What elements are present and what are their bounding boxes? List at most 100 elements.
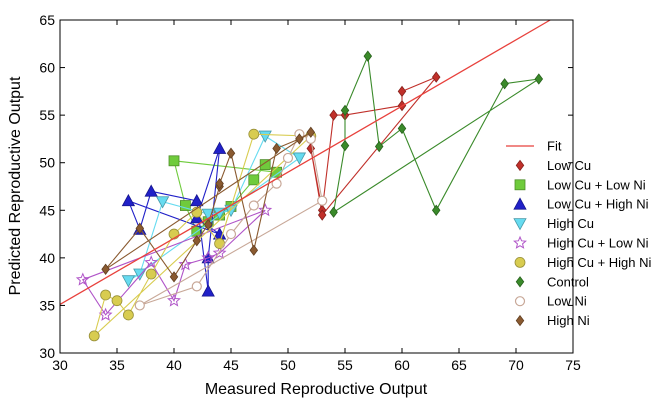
x-tick-label: 50 (280, 357, 296, 373)
x-tick-label: 30 (52, 357, 68, 373)
data-point (226, 147, 236, 159)
series-outline (139, 133, 323, 306)
series-layer (75, 50, 544, 342)
data-point (122, 309, 134, 321)
legend-item: Control (515, 274, 589, 289)
data-point (329, 206, 338, 218)
y-tick-label: 65 (39, 12, 55, 28)
data-point (192, 235, 202, 247)
data-point (534, 73, 544, 85)
y-tick-label: 50 (39, 155, 55, 171)
data-point (431, 71, 441, 83)
data-point (329, 109, 338, 121)
data-point (191, 281, 202, 292)
data-point (249, 244, 259, 256)
data-point (203, 218, 213, 231)
data-point (121, 275, 136, 288)
data-point (215, 177, 224, 190)
x-tick-label: 70 (508, 357, 524, 373)
data-point (98, 307, 113, 321)
y-tick-label: 55 (39, 107, 55, 123)
x-tick-label: 35 (109, 357, 125, 373)
data-point (248, 128, 260, 140)
legend-item: High Cu + High Ni (514, 255, 652, 270)
data-point (168, 155, 180, 167)
legend-item: High Cu (513, 216, 594, 231)
data-point (178, 257, 193, 271)
x-tick-label: 40 (166, 357, 182, 373)
legend-marker (513, 218, 527, 231)
legend-marker (515, 159, 525, 172)
legend-label: Low Cu (547, 158, 591, 173)
data-point (212, 245, 227, 260)
data-point (500, 78, 509, 90)
data-point (167, 293, 181, 307)
legend-label: Low Cu + Low Ni (547, 177, 646, 192)
data-point (201, 250, 216, 264)
legend-marker (514, 256, 526, 268)
y-tick-label: 45 (39, 202, 55, 218)
y-tick-label: 30 (39, 345, 55, 361)
data-point (374, 140, 384, 153)
x-axis-ticks: 30 35 40 45 50 55 60 65 70 75 (52, 20, 581, 373)
data-point (88, 330, 100, 342)
legend-item: Low Cu + High Ni (513, 197, 649, 212)
x-tick-label: 75 (565, 357, 581, 373)
data-point (431, 204, 441, 216)
x-tick-label: 55 (337, 357, 353, 373)
legend-label: Low Cu + High Ni (547, 197, 649, 212)
data-point (135, 222, 145, 235)
data-point (169, 271, 179, 283)
legend-marker (514, 179, 526, 191)
legend-marker (513, 197, 527, 210)
data-point (340, 104, 350, 117)
x-tick-label: 65 (451, 357, 467, 373)
data-point (121, 193, 136, 207)
data-point (179, 200, 191, 211)
legend-label: High Ni (547, 313, 590, 328)
y-tick-label: 60 (39, 60, 55, 76)
data-point (75, 272, 90, 286)
series-6 (329, 50, 544, 218)
data-point (100, 289, 111, 301)
data-point (248, 174, 260, 186)
series-5 (88, 128, 317, 342)
y-axis-ticks: 30 35 40 45 50 55 60 65 (39, 12, 573, 361)
data-point (258, 130, 272, 143)
fit-layer (59, 19, 551, 306)
data-point (306, 126, 316, 138)
legend-item: Low Cu (515, 158, 591, 173)
data-point (397, 85, 407, 98)
legend-marker (515, 314, 525, 327)
series-8 (101, 126, 316, 283)
series-outline (332, 54, 540, 214)
data-point (295, 133, 304, 145)
data-point (258, 202, 273, 217)
legend-item: High Cu + Low Ni (513, 236, 649, 251)
data-point (134, 300, 145, 311)
data-point (282, 152, 294, 164)
legend-label: Fit (547, 139, 562, 154)
data-point (317, 195, 328, 206)
data-point (259, 159, 271, 171)
legend-label: High Cu + High Ni (547, 255, 652, 270)
data-point (190, 193, 204, 207)
legend: Fit Low Cu Low Cu + Low Ni Low Cu + High Ni… (506, 139, 652, 328)
legend-item: Low Cu + Low Ni (514, 177, 646, 192)
y-tick-label: 35 (39, 297, 55, 313)
data-point (155, 196, 170, 209)
legend-item: Fit (506, 139, 562, 154)
legend-marker (514, 296, 526, 307)
data-point (144, 255, 159, 269)
y-axis-label: Predicted Reproductive Output (7, 76, 24, 295)
plot-frame (59, 19, 574, 354)
legend-label: High Cu + Low Ni (547, 236, 649, 251)
x-tick-label: 60 (394, 357, 410, 373)
data-point (397, 122, 407, 135)
legend-label: Low Ni (547, 294, 587, 309)
fit-line (59, 19, 551, 306)
data-point (144, 184, 158, 197)
data-point (248, 200, 259, 211)
